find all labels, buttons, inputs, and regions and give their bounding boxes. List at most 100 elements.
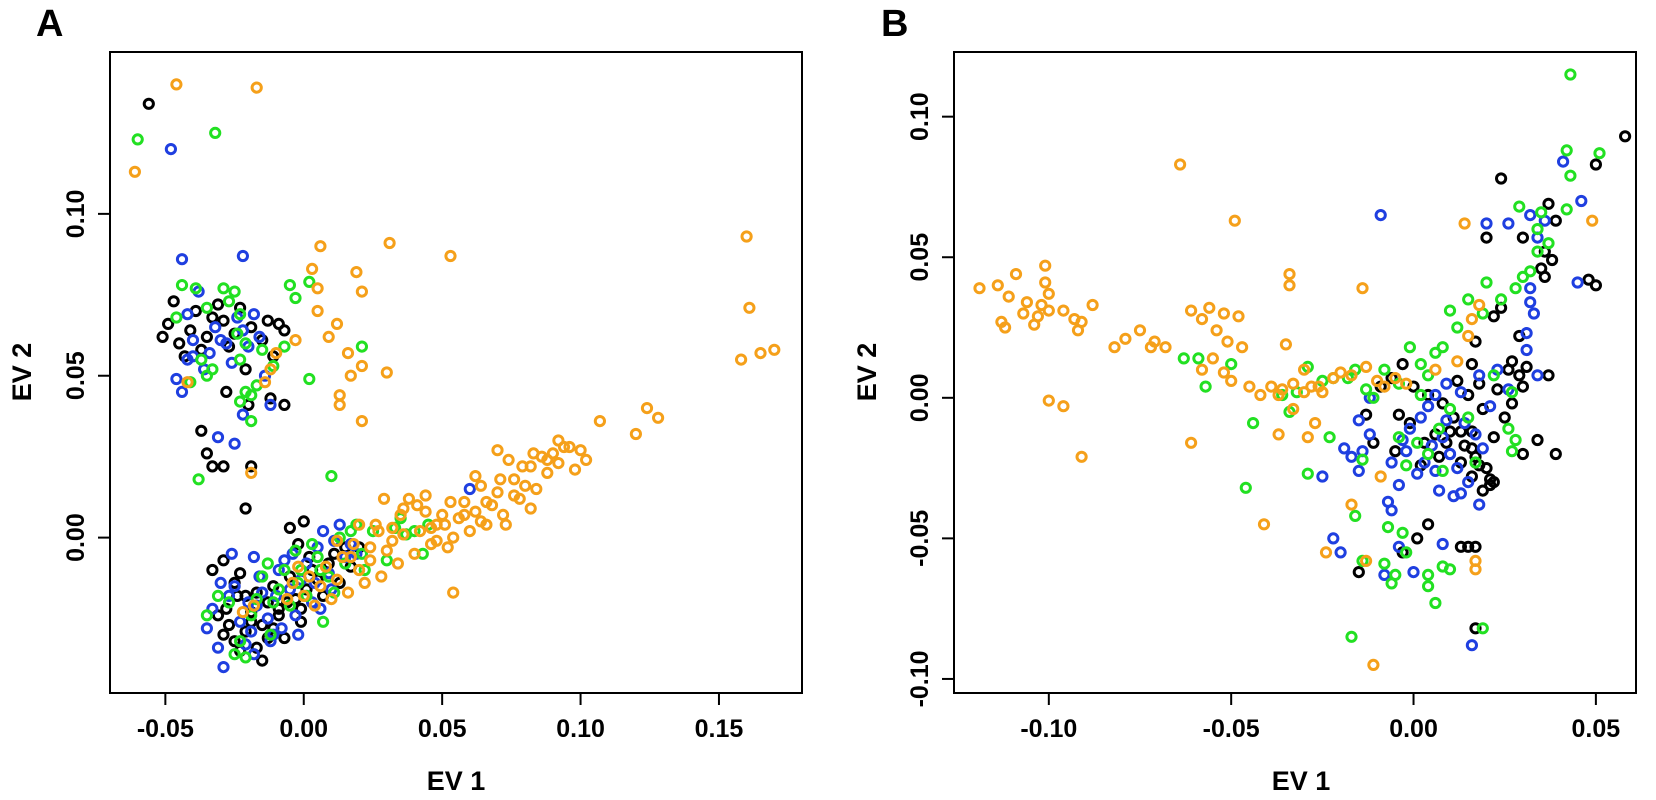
data-point — [497, 508, 510, 522]
data-point — [358, 576, 371, 590]
data-point — [474, 515, 487, 528]
data-point — [1385, 504, 1398, 517]
data-point — [264, 392, 277, 405]
data-point — [1385, 456, 1398, 469]
data-point — [228, 648, 241, 661]
data-point — [231, 327, 244, 340]
points-a — [128, 78, 781, 674]
data-point — [1535, 206, 1548, 219]
data-point — [1075, 315, 1088, 328]
data-point — [1429, 363, 1442, 376]
data-point — [292, 560, 305, 573]
data-point — [1403, 417, 1417, 430]
data-point — [1531, 369, 1544, 382]
data-point — [1433, 450, 1446, 463]
data-point — [1422, 568, 1435, 582]
data-point — [189, 282, 202, 295]
data-point — [200, 447, 213, 460]
data-point — [377, 492, 391, 505]
data-point — [364, 541, 377, 554]
data-point — [1557, 155, 1570, 168]
data-point — [228, 580, 241, 593]
data-point — [264, 363, 277, 376]
data-point — [186, 334, 200, 347]
data-point — [1272, 388, 1285, 402]
x-tick-label: 0.15 — [695, 715, 744, 743]
data-point — [1524, 282, 1537, 295]
x-ticks-b: -0.10 -0.05 0.00 0.05 — [1020, 693, 1620, 743]
data-point — [1363, 428, 1376, 441]
data-point — [358, 563, 371, 577]
data-point — [1086, 298, 1099, 312]
data-point — [1454, 540, 1468, 553]
data-point — [1524, 265, 1537, 278]
data-point — [1265, 380, 1278, 393]
data-point — [222, 596, 236, 609]
data-point — [261, 596, 274, 609]
data-point — [743, 301, 756, 314]
data-point — [1378, 557, 1391, 570]
data-point — [1360, 360, 1373, 373]
data-point — [386, 521, 399, 535]
data-point — [436, 508, 449, 522]
data-point — [192, 473, 205, 486]
data-point — [1411, 467, 1424, 480]
x-tick-label: -0.05 — [137, 715, 194, 743]
data-point — [1225, 358, 1238, 371]
data-point — [1454, 386, 1468, 399]
data-point — [1469, 563, 1482, 576]
data-point — [1203, 301, 1216, 314]
data-point — [289, 334, 302, 347]
data-point — [355, 340, 368, 353]
data-point — [217, 460, 230, 473]
data-point — [1436, 397, 1449, 410]
data-point — [1199, 380, 1212, 393]
data-point — [217, 661, 230, 674]
data-point — [278, 340, 291, 353]
data-point — [234, 615, 247, 628]
x-tick-label: -0.05 — [1203, 715, 1260, 743]
data-point — [181, 308, 194, 321]
data-point — [1513, 200, 1526, 213]
data-point — [245, 466, 258, 479]
data-point — [408, 547, 421, 560]
data-point — [1075, 450, 1088, 463]
data-point — [1469, 456, 1482, 469]
data-point — [1319, 546, 1333, 559]
data-point — [258, 376, 272, 389]
data-point — [364, 554, 377, 567]
data-point — [1352, 566, 1365, 579]
data-point — [1400, 546, 1413, 559]
data-point — [1516, 380, 1530, 393]
data-point — [319, 560, 332, 573]
data-point — [1360, 383, 1373, 396]
data-point — [256, 343, 269, 356]
data-point — [1443, 563, 1457, 576]
data-point — [491, 486, 504, 499]
data-point — [1378, 363, 1391, 376]
x-tick-label: 0.10 — [556, 715, 605, 743]
data-point — [247, 308, 260, 321]
data-point — [1374, 470, 1387, 483]
data-point — [142, 97, 155, 110]
data-point — [563, 440, 576, 454]
x-axis-title-a: EV 1 — [427, 766, 486, 796]
data-point — [1411, 436, 1424, 449]
data-point — [211, 641, 225, 654]
data-point — [1462, 540, 1475, 553]
y-tick-label: 0.00 — [906, 373, 934, 422]
data-point — [419, 505, 432, 518]
data-point — [1403, 422, 1417, 435]
data-point — [1042, 304, 1055, 317]
data-point — [264, 628, 277, 641]
data-point — [222, 295, 236, 308]
data-point — [1020, 296, 1034, 309]
data-point — [239, 502, 252, 515]
data-point — [1542, 237, 1555, 250]
data-point — [474, 479, 487, 492]
data-point — [1298, 363, 1311, 376]
data-point — [397, 528, 410, 541]
data-point — [1400, 377, 1413, 390]
data-point — [1345, 630, 1358, 643]
data-point — [499, 518, 512, 531]
